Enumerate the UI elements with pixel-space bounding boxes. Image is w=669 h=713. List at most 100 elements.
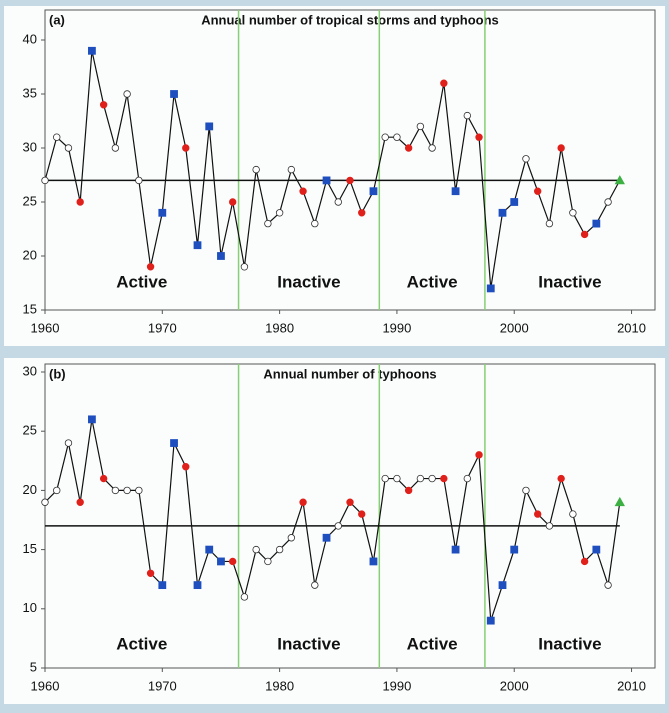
region-label: Inactive — [538, 634, 601, 653]
region-label: Inactive — [277, 634, 340, 653]
panel-label: (a) — [49, 12, 65, 27]
point — [370, 558, 377, 565]
region-label: Active — [116, 634, 167, 653]
panel-label: (b) — [49, 366, 66, 381]
point — [452, 188, 459, 195]
point — [171, 440, 178, 447]
point — [335, 199, 342, 206]
point — [241, 264, 248, 271]
point — [405, 145, 412, 152]
point — [441, 475, 448, 482]
page: {"chart_data": [ {"type": "line", "label… — [0, 0, 669, 708]
point — [593, 546, 600, 553]
x-tick-label: 2000 — [500, 320, 529, 335]
point — [499, 582, 506, 589]
region-label: Inactive — [277, 272, 340, 291]
region-label: Active — [116, 272, 167, 291]
point — [159, 582, 166, 589]
point — [288, 534, 295, 541]
point — [558, 475, 565, 482]
point — [136, 177, 143, 184]
point — [253, 166, 260, 173]
point — [452, 546, 459, 553]
y-tick-label: 10 — [23, 600, 37, 615]
point — [300, 499, 307, 506]
x-tick-label: 2010 — [617, 678, 646, 693]
point — [476, 452, 483, 459]
point — [605, 582, 612, 589]
y-tick-label: 20 — [23, 247, 37, 262]
y-tick-label: 30 — [23, 363, 37, 378]
point — [394, 134, 401, 141]
point — [581, 558, 588, 565]
point — [112, 145, 119, 152]
point — [288, 166, 295, 173]
point — [53, 487, 60, 494]
point — [42, 177, 49, 184]
x-tick-label: 1990 — [382, 320, 411, 335]
point — [124, 91, 131, 98]
point — [347, 177, 354, 184]
x-tick-label: 1980 — [265, 678, 294, 693]
point — [464, 112, 471, 119]
y-tick-label: 40 — [23, 31, 37, 46]
point — [405, 487, 412, 494]
region-label: Inactive — [538, 272, 601, 291]
y-tick-label: 35 — [23, 85, 37, 100]
point — [593, 220, 600, 227]
point — [382, 475, 389, 482]
point — [88, 416, 95, 423]
x-tick-label: 1970 — [148, 320, 177, 335]
point — [523, 156, 530, 163]
point — [534, 188, 541, 195]
point — [546, 220, 553, 227]
x-tick-label: 2010 — [617, 320, 646, 335]
point — [511, 546, 518, 553]
point — [487, 617, 494, 624]
x-tick-label: 2000 — [500, 678, 529, 693]
point — [570, 511, 577, 518]
point — [100, 102, 107, 109]
point — [159, 209, 166, 216]
point — [370, 188, 377, 195]
point — [417, 123, 424, 130]
point — [276, 546, 283, 553]
point — [429, 475, 436, 482]
point — [265, 558, 272, 565]
chart: (a) Annual number of tropical storms and … — [0, 0, 669, 708]
point — [382, 134, 389, 141]
point — [112, 487, 119, 494]
point — [194, 242, 201, 249]
point — [441, 80, 448, 87]
point — [417, 475, 424, 482]
point — [312, 220, 319, 227]
point — [136, 487, 143, 494]
point — [312, 582, 319, 589]
point — [241, 594, 248, 601]
point — [88, 47, 95, 54]
point — [229, 558, 236, 565]
point — [300, 188, 307, 195]
point — [581, 231, 588, 238]
point — [265, 220, 272, 227]
point — [182, 463, 189, 470]
x-tick-label: 1990 — [382, 678, 411, 693]
point — [358, 210, 365, 217]
point — [77, 499, 84, 506]
point — [229, 199, 236, 206]
point — [558, 145, 565, 152]
point — [347, 499, 354, 506]
y-tick-label: 25 — [23, 193, 37, 208]
point — [476, 134, 483, 141]
point — [124, 487, 131, 494]
point — [171, 91, 178, 98]
chart-title: Annual number of tropical storms and typ… — [201, 12, 499, 27]
x-tick-label: 1960 — [31, 678, 60, 693]
point — [217, 253, 224, 260]
y-tick-label: 30 — [23, 139, 37, 154]
point — [206, 123, 213, 130]
point — [358, 511, 365, 518]
point — [42, 499, 49, 506]
point — [464, 475, 471, 482]
point — [570, 210, 577, 217]
